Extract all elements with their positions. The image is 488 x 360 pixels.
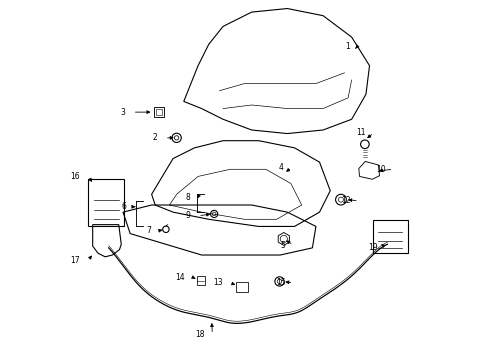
Text: 9: 9 [185, 211, 190, 220]
Text: 4: 4 [278, 163, 283, 172]
Text: 6: 6 [122, 202, 126, 211]
Text: 12: 12 [341, 196, 350, 205]
Text: 1: 1 [345, 41, 349, 50]
Text: 2: 2 [152, 133, 157, 142]
Text: 8: 8 [185, 193, 190, 202]
Text: 14: 14 [175, 273, 184, 282]
Text: 13: 13 [212, 278, 222, 287]
Text: 15: 15 [275, 278, 285, 287]
Text: 16: 16 [70, 172, 80, 181]
Text: 17: 17 [70, 256, 80, 265]
Text: 19: 19 [367, 243, 377, 252]
Text: 5: 5 [280, 240, 285, 249]
Text: 3: 3 [120, 108, 124, 117]
Text: 11: 11 [356, 129, 365, 138]
Text: 10: 10 [375, 165, 385, 174]
Text: 7: 7 [146, 226, 151, 235]
Text: 18: 18 [195, 330, 204, 339]
